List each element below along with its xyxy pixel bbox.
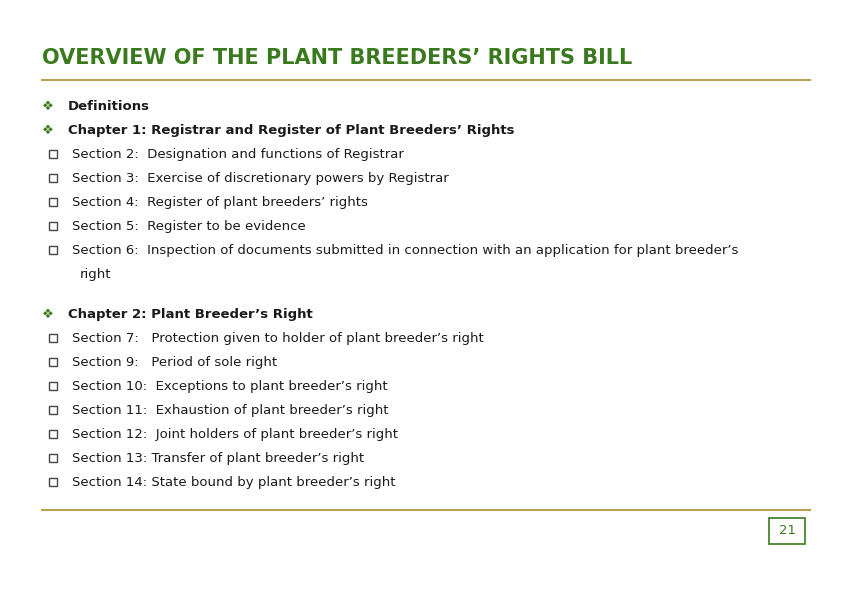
FancyBboxPatch shape	[49, 222, 57, 230]
FancyBboxPatch shape	[49, 334, 57, 342]
FancyBboxPatch shape	[49, 174, 57, 182]
Text: OVERVIEW OF THE PLANT BREEDERS’ RIGHTS BILL: OVERVIEW OF THE PLANT BREEDERS’ RIGHTS B…	[42, 48, 632, 68]
Text: Section 7:   Protection given to holder of plant breeder’s right: Section 7: Protection given to holder of…	[72, 331, 484, 345]
Text: right: right	[80, 268, 111, 281]
FancyBboxPatch shape	[49, 198, 57, 206]
Text: Section 12:  Joint holders of plant breeder’s right: Section 12: Joint holders of plant breed…	[72, 428, 398, 441]
Text: 21: 21	[779, 525, 796, 537]
Text: Section 2:  Designation and functions of Registrar: Section 2: Designation and functions of …	[72, 148, 404, 161]
FancyBboxPatch shape	[49, 430, 57, 437]
FancyBboxPatch shape	[49, 246, 57, 254]
Text: Section 11:  Exhaustion of plant breeder’s right: Section 11: Exhaustion of plant breeder’…	[72, 403, 388, 416]
FancyBboxPatch shape	[49, 478, 57, 486]
Text: ❖: ❖	[42, 308, 54, 321]
Text: Section 6:  Inspection of documents submitted in connection with an application : Section 6: Inspection of documents submi…	[72, 244, 738, 257]
Text: Chapter 1: Registrar and Register of Plant Breeders’ Rights: Chapter 1: Registrar and Register of Pla…	[68, 124, 514, 137]
Text: ❖: ❖	[42, 124, 54, 137]
Text: Section 14: State bound by plant breeder’s right: Section 14: State bound by plant breeder…	[72, 475, 396, 488]
Text: Definitions: Definitions	[68, 100, 150, 113]
Text: Section 9:   Period of sole right: Section 9: Period of sole right	[72, 356, 277, 368]
FancyBboxPatch shape	[49, 453, 57, 462]
Text: Chapter 2: Plant Breeder’s Right: Chapter 2: Plant Breeder’s Right	[68, 308, 312, 321]
FancyBboxPatch shape	[49, 150, 57, 158]
Text: Section 10:  Exceptions to plant breeder’s right: Section 10: Exceptions to plant breeder’…	[72, 380, 387, 393]
FancyBboxPatch shape	[49, 406, 57, 414]
FancyBboxPatch shape	[49, 381, 57, 390]
Text: Section 5:  Register to be evidence: Section 5: Register to be evidence	[72, 220, 306, 233]
Text: Section 3:  Exercise of discretionary powers by Registrar: Section 3: Exercise of discretionary pow…	[72, 172, 449, 185]
FancyBboxPatch shape	[49, 358, 57, 365]
Text: Section 13: Transfer of plant breeder’s right: Section 13: Transfer of plant breeder’s …	[72, 452, 364, 465]
Text: ❖: ❖	[42, 100, 54, 113]
FancyBboxPatch shape	[769, 518, 805, 544]
Text: Section 4:  Register of plant breeders’ rights: Section 4: Register of plant breeders’ r…	[72, 196, 368, 209]
